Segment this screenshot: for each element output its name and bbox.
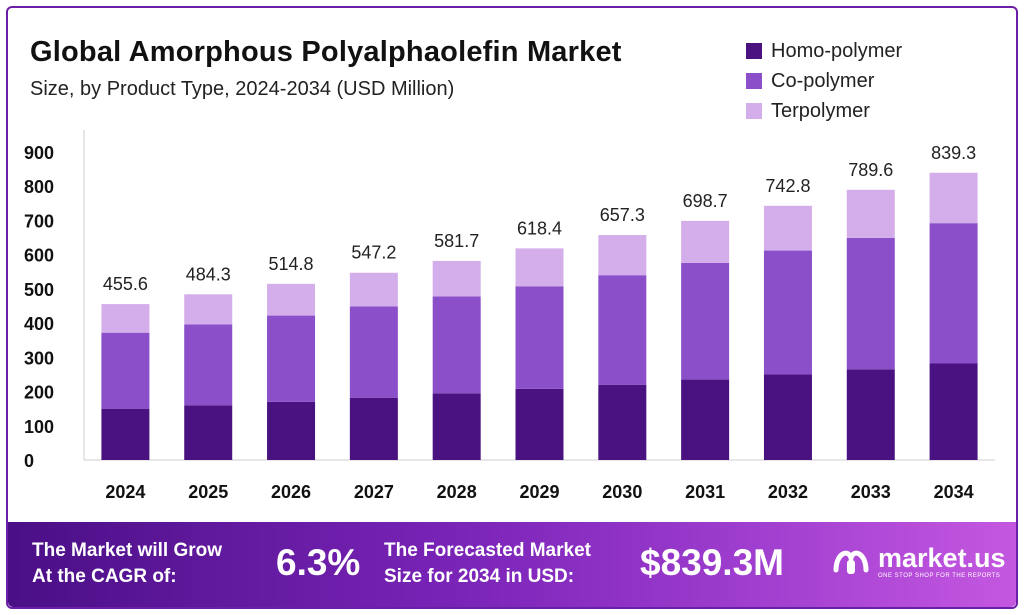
x-tick-label-2033: 2033 xyxy=(851,482,891,502)
bar-homo-polymer-2029 xyxy=(515,388,564,460)
x-tick-label-2032: 2032 xyxy=(768,482,808,502)
cagr-label-line1: The Market will Grow xyxy=(32,540,223,561)
bar-homo-polymer-2026 xyxy=(267,401,316,460)
bar-co-polymer-2027 xyxy=(349,306,398,398)
bar-terpolymer-2032 xyxy=(763,205,812,251)
chart-subtitle: Size, by Product Type, 2024-2034 (USD Mi… xyxy=(30,78,455,100)
bar-terpolymer-2030 xyxy=(598,235,647,276)
bar-terpolymer-2029 xyxy=(515,248,564,287)
x-tick-label-2025: 2025 xyxy=(188,482,228,502)
y-tick-label: 200 xyxy=(24,383,54,403)
stacked-bar-chart: 0 100 200 300 400 500 600 700 800 900 455.6 2024 484… xyxy=(24,130,995,502)
bar-terpolymer-2028 xyxy=(432,260,481,297)
y-tick-label: 800 xyxy=(24,177,54,197)
bar-terpolymer-2024 xyxy=(101,304,150,333)
legend-swatch-homo-polymer xyxy=(746,43,762,59)
data-label-2033: 789.6 xyxy=(848,160,893,180)
data-label-2034: 839.3 xyxy=(931,143,976,163)
brand-text-block: market.us ONE STOP SHOP FOR THE REPORTS xyxy=(878,544,1006,579)
bar-terpolymer-2025 xyxy=(184,294,233,325)
x-tick-label-2027: 2027 xyxy=(354,482,394,502)
forecast-label: The Forecasted Market Size for 2034 in U… xyxy=(384,538,591,590)
bar-terpolymer-2034 xyxy=(929,172,978,224)
summary-banner: The Market will Grow At the CAGR of: 6.3… xyxy=(8,522,1016,607)
bar-homo-polymer-2024 xyxy=(101,408,150,460)
legend-item-co-polymer: Co-polymer xyxy=(746,66,902,96)
y-tick-label: 0 xyxy=(24,451,34,471)
bar-co-polymer-2030 xyxy=(598,275,647,385)
bar-co-polymer-2029 xyxy=(515,286,564,389)
legend-swatch-co-polymer xyxy=(746,73,762,89)
legend: Homo-polymer Co-polymer Terpolymer xyxy=(746,36,902,126)
market-us-logo-icon xyxy=(833,550,869,574)
x-tick-label-2030: 2030 xyxy=(602,482,642,502)
y-tick-label: 300 xyxy=(24,348,54,368)
x-tick-label-2031: 2031 xyxy=(685,482,725,502)
cagr-label: The Market will Grow At the CAGR of: xyxy=(32,538,222,590)
bar-terpolymer-2033 xyxy=(846,189,895,238)
data-label-2031: 698.7 xyxy=(683,191,728,211)
brand-tagline: ONE STOP SHOP FOR THE REPORTS xyxy=(878,572,1001,579)
x-tick-label-2029: 2029 xyxy=(519,482,559,502)
forecast-value: $839.3M xyxy=(640,542,784,583)
data-label-2028: 581.7 xyxy=(434,231,479,251)
brand-logo: market.us ONE STOP SHOP FOR THE REPORTS xyxy=(830,540,1006,582)
bar-homo-polymer-2031 xyxy=(681,379,730,460)
x-tick-label-2028: 2028 xyxy=(437,482,477,502)
bar-co-polymer-2024 xyxy=(101,332,150,409)
data-label-2032: 742.8 xyxy=(765,176,810,196)
legend-label: Homo-polymer xyxy=(771,39,903,62)
bar-co-polymer-2026 xyxy=(267,315,316,402)
data-label-2026: 514.8 xyxy=(269,254,314,274)
legend-item-terpolymer: Terpolymer xyxy=(746,96,902,126)
forecast-label-line1: The Forecasted Market xyxy=(384,540,591,561)
bar-homo-polymer-2025 xyxy=(184,405,233,460)
bar-co-polymer-2031 xyxy=(681,262,730,380)
bar-homo-polymer-2028 xyxy=(432,393,481,460)
y-tick-label: 100 xyxy=(24,417,54,437)
data-label-2030: 657.3 xyxy=(600,205,645,225)
bar-homo-polymer-2033 xyxy=(846,369,895,460)
bar-terpolymer-2031 xyxy=(681,220,730,263)
bar-terpolymer-2027 xyxy=(349,272,398,307)
y-tick-label: 900 xyxy=(24,143,54,163)
forecast-label-line2: Size for 2034 in USD: xyxy=(384,566,575,587)
brand-name: market.us xyxy=(878,542,1006,573)
y-tick-label: 400 xyxy=(24,314,54,334)
bar-co-polymer-2033 xyxy=(846,237,895,370)
chart-title: Global Amorphous Polyalphaolefin Market xyxy=(30,36,622,68)
data-label-2027: 547.2 xyxy=(351,243,396,263)
cagr-value: 6.3% xyxy=(276,542,361,583)
legend-swatch-terpolymer xyxy=(746,103,762,119)
bar-co-polymer-2032 xyxy=(763,250,812,375)
y-tick-label: 500 xyxy=(24,280,54,300)
bar-homo-polymer-2032 xyxy=(763,374,812,460)
x-tick-label-2034: 2034 xyxy=(934,482,974,502)
bar-co-polymer-2025 xyxy=(184,324,233,406)
y-tick-label: 600 xyxy=(24,246,54,266)
bar-homo-polymer-2027 xyxy=(349,397,398,460)
bar-co-polymer-2028 xyxy=(432,296,481,394)
x-tick-label-2026: 2026 xyxy=(271,482,311,502)
data-label-2029: 618.4 xyxy=(517,218,562,238)
x-tick-label-2024: 2024 xyxy=(105,482,145,502)
legend-item-homo-polymer: Homo-polymer xyxy=(746,36,902,66)
bar-terpolymer-2026 xyxy=(267,283,316,316)
bar-homo-polymer-2030 xyxy=(598,384,647,460)
cagr-label-line2: At the CAGR of: xyxy=(32,566,177,587)
legend-label: Co-polymer xyxy=(771,69,875,92)
bar-homo-polymer-2034 xyxy=(929,363,978,460)
bar-co-polymer-2034 xyxy=(929,223,978,364)
legend-label: Terpolymer xyxy=(771,99,870,122)
y-tick-label: 700 xyxy=(24,211,54,231)
data-label-2024: 455.6 xyxy=(103,274,148,294)
data-label-2025: 484.3 xyxy=(186,264,231,284)
